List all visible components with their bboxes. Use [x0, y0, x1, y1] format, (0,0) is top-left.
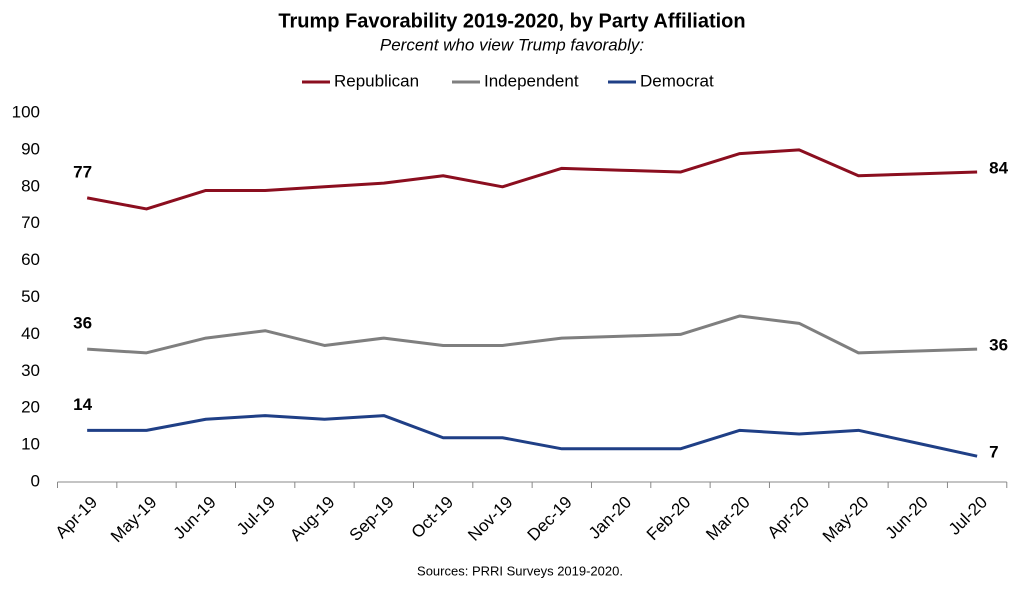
y-tick-label: 30: [21, 361, 40, 380]
x-tick-label: May-19: [107, 493, 161, 547]
y-tick-label: 50: [21, 287, 40, 306]
data-label: 77: [73, 162, 92, 181]
x-tick-label: Jul-20: [945, 493, 991, 539]
y-tick-label: 80: [21, 176, 40, 195]
x-tick-label: Apr-19: [52, 493, 102, 543]
y-tick-label: 100: [12, 102, 40, 121]
x-tick-label: Aug-19: [286, 493, 338, 545]
x-tick-label: Oct-19: [408, 493, 458, 543]
y-tick-label: 40: [21, 324, 40, 343]
series-line: [87, 314, 978, 355]
data-label: 36: [989, 336, 1008, 355]
y-tick-label: 0: [31, 471, 40, 490]
chart-subtitle: Percent who view Trump favorably:: [380, 35, 645, 54]
x-tick-label: Jul-19: [233, 493, 279, 539]
x-tick-label: Jan-20: [585, 493, 635, 543]
x-tick-label: Dec-19: [524, 493, 576, 545]
data-label: 7: [989, 443, 998, 462]
y-tick-label: 60: [21, 250, 40, 269]
legend-label: Republican: [334, 71, 419, 90]
x-tick-label: Sep-19: [346, 493, 398, 545]
y-tick-label: 10: [21, 435, 40, 454]
data-label: 84: [989, 159, 1008, 178]
source: Sources: PRRI Surveys 2019-2020.: [417, 563, 623, 578]
series-line: [87, 414, 978, 458]
legend-label: Democrat: [640, 71, 714, 90]
x-tick-label: Apr-20: [764, 493, 814, 543]
x-tick-label: Jun-20: [882, 493, 932, 543]
y-tick-label: 20: [21, 398, 40, 417]
series-line: [86, 148, 978, 211]
legend-label: Independent: [484, 71, 579, 90]
y-tick-label: 90: [21, 139, 40, 158]
chart-title: Trump Favorability 2019-2020, by Party A…: [278, 10, 745, 32]
y-tick-label: 70: [21, 213, 40, 232]
data-label: 14: [73, 395, 92, 414]
x-tick-label: Jun-19: [170, 493, 220, 543]
x-tick-label: Feb-20: [643, 493, 695, 545]
data-label: 36: [73, 314, 92, 333]
x-tick-label: Mar-20: [702, 493, 754, 545]
x-tick-label: May-20: [819, 493, 873, 547]
x-tick-label: Nov-19: [464, 493, 516, 545]
